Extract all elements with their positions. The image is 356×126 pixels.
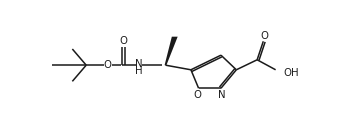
Text: H: H bbox=[135, 66, 142, 76]
Text: N: N bbox=[218, 90, 226, 100]
Text: O: O bbox=[119, 36, 127, 46]
Text: O: O bbox=[104, 60, 112, 70]
Text: O: O bbox=[193, 90, 201, 100]
Text: N: N bbox=[135, 59, 142, 69]
Text: O: O bbox=[260, 31, 268, 41]
Polygon shape bbox=[164, 37, 178, 65]
Text: OH: OH bbox=[283, 68, 299, 78]
